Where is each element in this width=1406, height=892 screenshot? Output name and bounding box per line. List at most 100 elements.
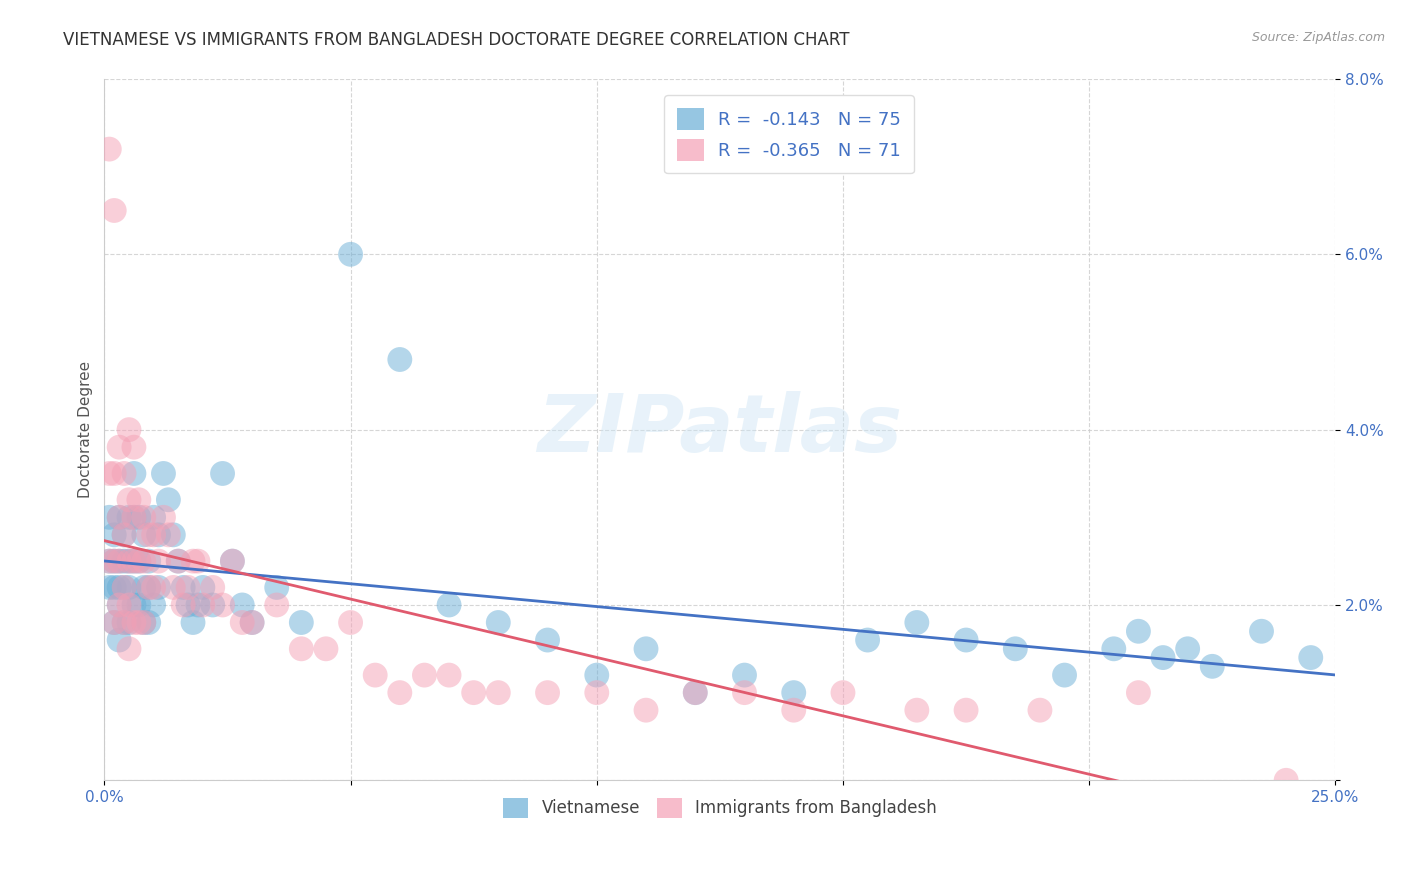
Text: ZIPatlas: ZIPatlas — [537, 391, 903, 468]
Point — [211, 598, 233, 612]
Point — [108, 510, 131, 524]
Legend: Vietnamese, Immigrants from Bangladesh: Vietnamese, Immigrants from Bangladesh — [496, 791, 943, 824]
Point — [122, 467, 145, 481]
Point — [112, 528, 135, 542]
Text: Source: ZipAtlas.com: Source: ZipAtlas.com — [1251, 31, 1385, 45]
Point — [132, 581, 155, 595]
Point — [118, 554, 141, 568]
Point — [536, 633, 558, 648]
Point — [128, 554, 150, 568]
Point — [112, 615, 135, 630]
Point — [142, 510, 165, 524]
Point — [122, 554, 145, 568]
Point — [98, 510, 121, 524]
Point — [266, 598, 288, 612]
Point — [187, 598, 209, 612]
Point — [108, 581, 131, 595]
Point — [152, 467, 174, 481]
Point — [437, 668, 460, 682]
Point — [536, 685, 558, 699]
Point — [1053, 668, 1076, 682]
Point — [585, 668, 607, 682]
Point — [122, 615, 145, 630]
Point — [128, 492, 150, 507]
Point — [128, 510, 150, 524]
Point — [1029, 703, 1052, 717]
Point — [191, 598, 214, 612]
Point — [177, 598, 200, 612]
Point — [103, 203, 125, 218]
Point — [112, 615, 135, 630]
Point — [112, 528, 135, 542]
Point — [138, 528, 160, 542]
Point — [108, 440, 131, 454]
Point — [98, 142, 121, 156]
Point — [132, 615, 155, 630]
Point — [413, 668, 436, 682]
Point — [112, 467, 135, 481]
Point — [98, 554, 121, 568]
Point — [181, 615, 204, 630]
Point — [290, 641, 312, 656]
Point — [181, 554, 204, 568]
Point — [128, 598, 150, 612]
Point — [905, 615, 928, 630]
Point — [167, 554, 190, 568]
Point — [148, 581, 170, 595]
Point — [1004, 641, 1026, 656]
Point — [221, 554, 243, 568]
Point — [118, 423, 141, 437]
Point — [108, 554, 131, 568]
Point — [132, 554, 155, 568]
Point — [118, 554, 141, 568]
Point — [118, 581, 141, 595]
Point — [1128, 624, 1150, 639]
Point — [142, 581, 165, 595]
Point — [122, 554, 145, 568]
Point — [240, 615, 263, 630]
Point — [486, 615, 509, 630]
Point — [463, 685, 485, 699]
Point — [103, 615, 125, 630]
Point — [122, 440, 145, 454]
Point — [138, 554, 160, 568]
Point — [221, 554, 243, 568]
Y-axis label: Doctorate Degree: Doctorate Degree — [79, 361, 93, 499]
Point — [112, 554, 135, 568]
Point — [201, 598, 224, 612]
Point — [112, 581, 135, 595]
Point — [138, 581, 160, 595]
Point — [783, 685, 806, 699]
Point — [152, 510, 174, 524]
Point — [108, 633, 131, 648]
Point — [157, 528, 180, 542]
Point — [148, 528, 170, 542]
Point — [1275, 773, 1298, 788]
Point — [290, 615, 312, 630]
Point — [122, 510, 145, 524]
Point — [1201, 659, 1223, 673]
Point — [128, 615, 150, 630]
Point — [634, 641, 657, 656]
Point — [148, 554, 170, 568]
Point — [211, 467, 233, 481]
Point — [734, 668, 756, 682]
Point — [103, 554, 125, 568]
Point — [683, 685, 706, 699]
Point — [1102, 641, 1125, 656]
Point — [1128, 685, 1150, 699]
Point — [1177, 641, 1199, 656]
Point — [339, 615, 361, 630]
Point — [103, 528, 125, 542]
Point — [162, 528, 184, 542]
Point — [187, 554, 209, 568]
Point — [118, 492, 141, 507]
Point — [955, 633, 977, 648]
Point — [118, 641, 141, 656]
Point — [364, 668, 387, 682]
Point — [231, 598, 253, 612]
Point — [231, 615, 253, 630]
Point — [585, 685, 607, 699]
Point — [132, 615, 155, 630]
Point — [103, 615, 125, 630]
